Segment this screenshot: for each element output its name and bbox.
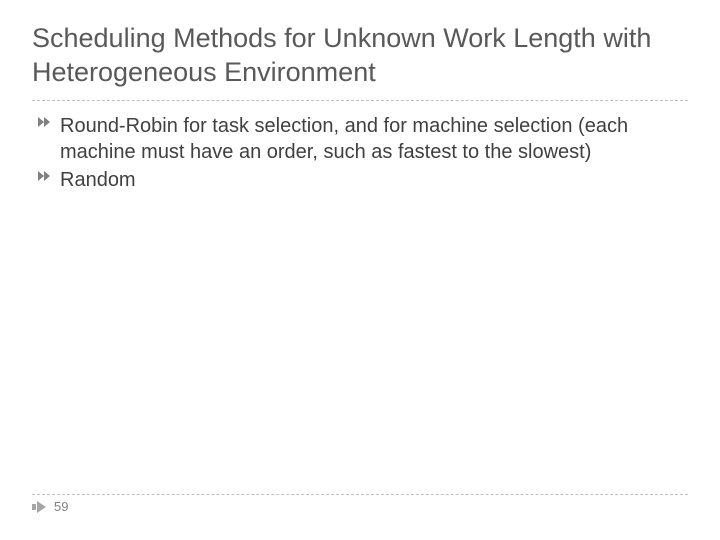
footer-divider	[32, 494, 688, 495]
slide-title: Scheduling Methods for Unknown Work Leng…	[32, 22, 688, 100]
slide-footer: 59	[32, 494, 688, 514]
bullet-item: Round-Robin for task selection, and for …	[38, 113, 688, 165]
page-number: 59	[54, 499, 68, 514]
bullet-item: Random	[38, 167, 688, 193]
title-divider	[32, 100, 688, 101]
bullet-list: Round-Robin for task selection, and for …	[32, 113, 688, 193]
footer-arrow-icon	[32, 501, 46, 513]
bullet-arrow-icon	[38, 169, 60, 183]
bullet-text: Round-Robin for task selection, and for …	[60, 113, 688, 165]
bullet-text: Random	[60, 167, 136, 193]
bullet-arrow-icon	[38, 115, 60, 129]
slide: Scheduling Methods for Unknown Work Leng…	[0, 0, 720, 540]
footer-row: 59	[32, 499, 688, 514]
